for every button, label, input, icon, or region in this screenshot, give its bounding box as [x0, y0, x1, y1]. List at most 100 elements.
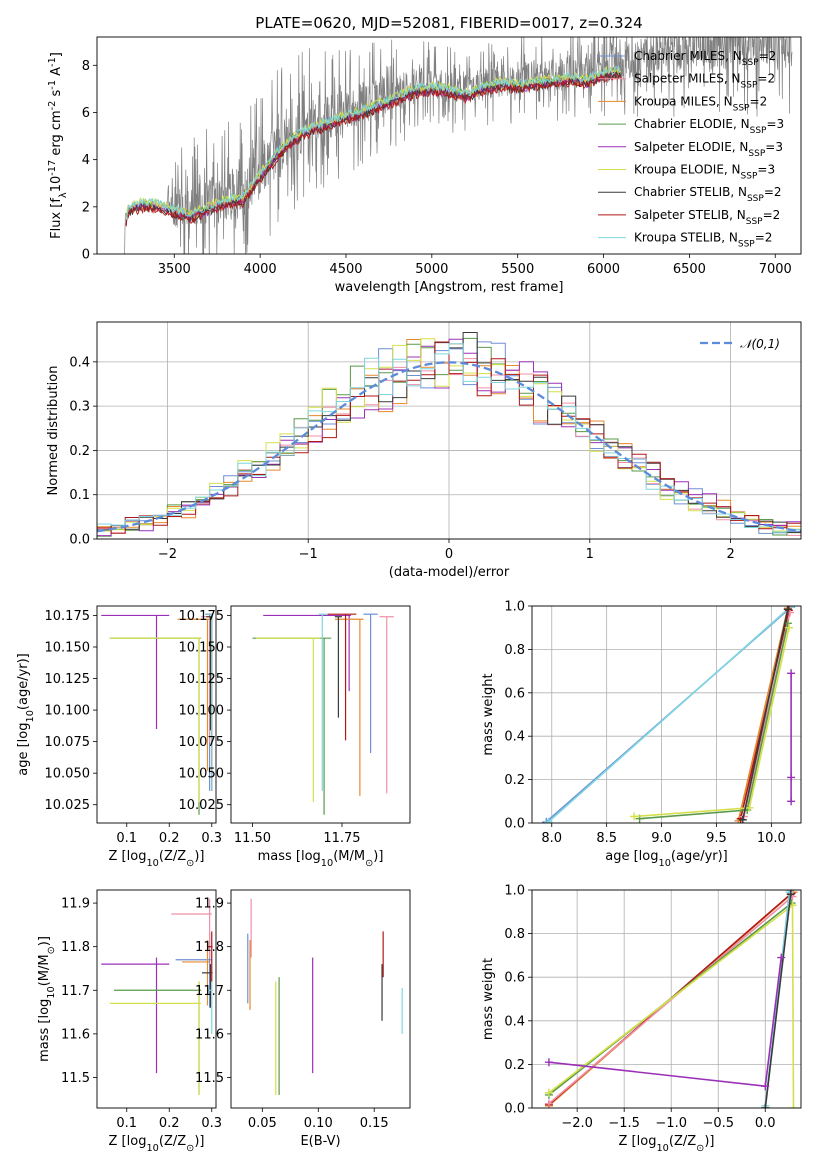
- y-tick-label: 1.0: [504, 600, 525, 615]
- weight-series-7: [761, 890, 795, 1108]
- weight-marker: [544, 1099, 553, 1108]
- x-tick-label: 0.0: [755, 1116, 776, 1131]
- y-tick-label: 0.4: [504, 1014, 525, 1029]
- weight-line: [764, 894, 792, 1108]
- weight-marker: [738, 815, 747, 823]
- y-axis-label: mass weight: [481, 673, 496, 755]
- chart-mass_vs_EBV: 0.05 0.10 0.15 11.5 11.6 11.7 11.8 11.9 E(B-V): [195, 889, 411, 1149]
- weight-series-8: [544, 953, 786, 1091]
- y-tick-label: 11.7: [195, 984, 224, 999]
- y-tick-label: 4: [82, 153, 90, 168]
- y-axis-label: age [log10(age/yr)]: [16, 653, 36, 776]
- x-tick-label: 6500: [673, 262, 706, 277]
- errorbar-0: [101, 614, 170, 730]
- x-tick-label: 0.10: [304, 1116, 333, 1131]
- axes-frame: [96, 321, 802, 540]
- y-tick-label: 0.0: [69, 533, 90, 548]
- legend-label-8: Kroupa STELIB, NSSP=2: [634, 231, 772, 250]
- x-tick-label: 4500: [329, 262, 362, 277]
- y-tick-label: 2: [82, 200, 90, 215]
- y-tick-label: 0.4: [504, 730, 525, 745]
- model-line-5: [125, 65, 622, 220]
- weight-marker: [544, 1088, 553, 1097]
- errorbar-2: [379, 616, 394, 794]
- errorbar-8: [207, 981, 213, 1034]
- y-tick-label: 0.6: [504, 686, 525, 701]
- weight-marker: [544, 1058, 553, 1067]
- plot-area: [542, 606, 796, 823]
- axes-frame: [531, 889, 802, 1109]
- errorbar-5: [109, 981, 202, 1095]
- legend-label-1: Salpeter MILES, NSSP=2: [634, 72, 775, 91]
- errorbar-5: [109, 637, 202, 803]
- x-tick-label: 10.0: [757, 831, 786, 846]
- plot-area: [252, 613, 394, 815]
- y-tick-label: 11.6: [195, 1027, 224, 1042]
- axes-frame: [96, 36, 802, 255]
- weight-marker: [761, 1082, 770, 1091]
- legend: 𝒩(0,1): [700, 337, 780, 351]
- x-tick-label: −1.0: [655, 1116, 687, 1131]
- x-axis-label: Z [log10(Z/Z⊙)]: [619, 1134, 715, 1154]
- errorbar-0: [101, 957, 170, 1074]
- x-axis-label: (data-model)/error: [389, 565, 510, 580]
- y-tick-label: 0.3: [69, 400, 90, 415]
- x-tick-label: 6000: [587, 262, 620, 277]
- weight-marker: [783, 606, 792, 614]
- chart-mass_weight_vs_age: 8.0 8.5 9.0 9.5 10.0 0.0 0.2 0.4 0.6 0.8 1.0 age [l…: [481, 600, 802, 869]
- x-tick-label: 9.0: [651, 831, 672, 846]
- y-tick-label: 10.050: [45, 767, 91, 782]
- errorbar-7: [207, 931, 213, 982]
- x-tick-label: 0.05: [248, 1116, 277, 1131]
- y-tick-label: 11.5: [195, 1071, 224, 1086]
- plot-area: [97, 332, 801, 537]
- weight-marker: [784, 623, 793, 632]
- y-axis-label: mass [log10(M/M⊙)]: [37, 936, 57, 1062]
- histogram-8: [97, 343, 801, 533]
- y-tick-label: 0: [82, 248, 90, 263]
- errorbar-4: [109, 637, 202, 815]
- chart-residuals: −2 −1 0 1 2 0.0 0.1 0.2 0.3 0.4 (data-model)/error…: [46, 321, 802, 580]
- model-line-7: [125, 72, 622, 227]
- weight-marker: [544, 817, 553, 823]
- y-tick-label: 11.9: [61, 897, 90, 912]
- weight-marker: [789, 1104, 798, 1108]
- weight-line: [742, 609, 789, 820]
- errorbar-0: [263, 614, 351, 692]
- x-tick-label: 0: [445, 547, 453, 562]
- y-tick-label: 8: [82, 59, 90, 74]
- axes-frame: [96, 605, 217, 824]
- x-tick-label: 8.0: [541, 831, 562, 846]
- plot-area: [101, 898, 213, 1095]
- axes-frame: [230, 889, 411, 1109]
- weight-line: [547, 606, 791, 823]
- y-tick-label: 0.2: [504, 1058, 525, 1073]
- weight-marker: [745, 803, 754, 812]
- legend: Chabrier MILES, NSSP=2 Salpeter MILES, NS…: [598, 49, 784, 250]
- y-tick-label: 1.0: [504, 884, 525, 899]
- x-tick-label: 0.2: [159, 1116, 180, 1131]
- y-tick-label: 10.100: [179, 704, 225, 719]
- weight-line: [548, 895, 794, 1105]
- x-tick-label: −1: [299, 547, 318, 562]
- weight-marker: [787, 773, 796, 782]
- weight-series-1: [544, 606, 795, 823]
- y-tick-label: 10.175: [45, 609, 91, 624]
- legend-label-7: Salpeter STELIB, NSSP=2: [634, 208, 780, 227]
- x-tick-label: 0.15: [360, 1116, 389, 1131]
- model-line-8: [125, 65, 621, 221]
- x-tick-label: 0.3: [201, 831, 222, 846]
- errorbar-1: [363, 613, 378, 753]
- y-tick-label: 0.2: [504, 773, 525, 788]
- x-tick-label: 0.1: [116, 831, 137, 846]
- legend-label-6: Chabrier STELIB, NSSP=2: [634, 185, 782, 204]
- data-spectrum-line: [122, 37, 793, 254]
- weight-marker: [787, 797, 796, 806]
- x-tick-label: 5500: [501, 262, 534, 277]
- x-tick-label: 8.5: [596, 831, 617, 846]
- x-axis-label: age [log10(age/yr)]: [605, 849, 728, 869]
- plot-area: [247, 898, 403, 1095]
- axes-frame: [230, 605, 411, 824]
- y-axis-label: Normed distribution: [46, 366, 61, 496]
- y-tick-label: 0.0: [504, 1102, 525, 1117]
